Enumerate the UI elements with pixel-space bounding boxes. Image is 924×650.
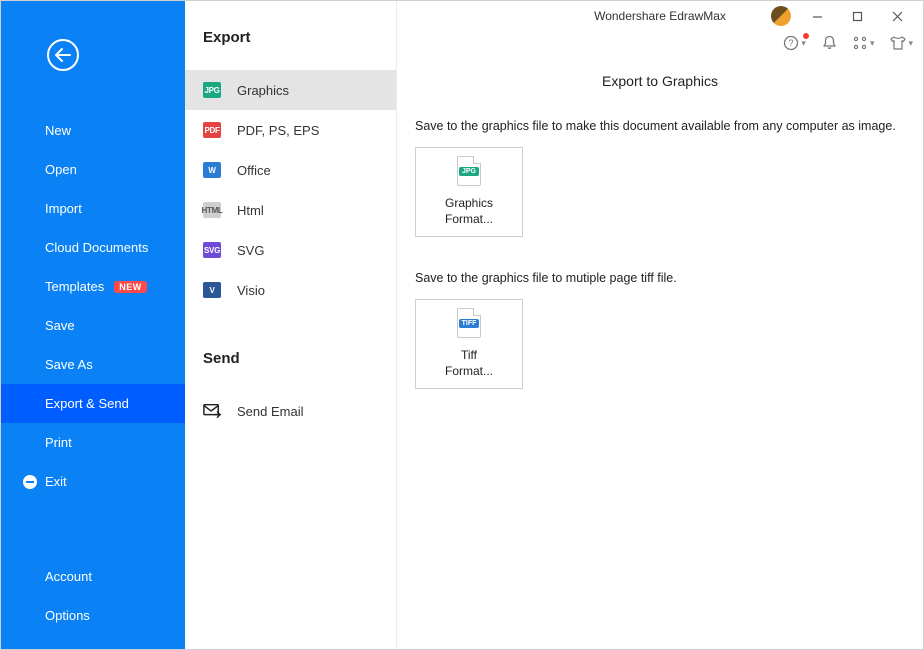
help-icon: ?	[783, 35, 799, 51]
window-controls	[771, 1, 917, 31]
app-title: Wondershare EdrawMax	[594, 9, 726, 23]
sidebar-spacer	[1, 501, 185, 557]
sidebar-label: Templates	[45, 279, 104, 294]
format-item-visio[interactable]: V Visio	[185, 270, 396, 310]
svg-text:?: ?	[789, 38, 794, 48]
secondary-toolbar: ? ▾ ▾	[783, 35, 913, 51]
jpg-icon: JPG	[203, 82, 221, 98]
html-icon: HTML	[203, 202, 221, 218]
close-button[interactable]	[877, 2, 917, 30]
sidebar-item-new[interactable]: New	[1, 111, 185, 150]
sidebar-label: Export & Send	[45, 396, 129, 411]
notification-dot	[803, 33, 809, 39]
sidebar-footer-group: Account Options	[1, 557, 185, 649]
sidebar-item-import[interactable]: Import	[1, 189, 185, 228]
sidebar-label: Account	[45, 569, 92, 584]
tshirt-icon	[890, 36, 906, 51]
new-badge: NEW	[114, 281, 147, 293]
app-window: New Open Import Cloud Documents Template…	[0, 0, 924, 650]
apps-button[interactable]: ▾	[853, 36, 875, 51]
exit-icon	[23, 475, 37, 489]
theme-button[interactable]: ▾	[890, 36, 913, 51]
apps-grid-icon	[853, 36, 868, 51]
format-label: SVG	[237, 243, 264, 258]
tile-label-line1: Graphics	[445, 196, 493, 210]
bell-icon	[822, 35, 837, 51]
sidebar-label: New	[45, 123, 71, 138]
minimize-button[interactable]	[797, 2, 837, 30]
sidebar: New Open Import Cloud Documents Template…	[1, 1, 185, 649]
visio-icon: V	[203, 282, 221, 298]
format-item-graphics[interactable]: JPG Graphics	[185, 70, 396, 110]
word-icon: W	[203, 162, 221, 178]
export-section-title: Export	[185, 1, 396, 70]
send-email-icon	[203, 403, 221, 419]
tiff-badge: TIFF	[459, 319, 480, 328]
sidebar-label: Import	[45, 201, 82, 216]
tile-tiff-format[interactable]: TIFF Tiff Format...	[415, 299, 523, 389]
format-item-office[interactable]: W Office	[185, 150, 396, 190]
close-icon	[892, 11, 903, 22]
back-button[interactable]	[47, 39, 79, 71]
tile-label-line2: Format...	[445, 212, 493, 226]
sidebar-item-exit[interactable]: Exit	[1, 462, 185, 501]
file-page-icon: JPG	[457, 156, 481, 186]
sidebar-main-group: New Open Import Cloud Documents Template…	[1, 111, 185, 501]
sidebar-label: Exit	[45, 474, 67, 489]
export-format-column: Export JPG Graphics PDF PDF, PS, EPS W O…	[185, 1, 397, 649]
sidebar-item-export-send[interactable]: Export & Send	[1, 384, 185, 423]
sidebar-item-save-as[interactable]: Save As	[1, 345, 185, 384]
sidebar-label: Options	[45, 608, 90, 623]
chevron-down-icon: ▾	[870, 38, 875, 49]
sidebar-label: Open	[45, 162, 77, 177]
format-label: Visio	[237, 283, 265, 298]
tile-label-line1: Tiff	[461, 348, 477, 362]
tile-graphics-format[interactable]: JPG Graphics Format...	[415, 147, 523, 237]
sidebar-item-options[interactable]: Options	[1, 596, 185, 635]
description-2: Save to the graphics file to mutiple pag…	[397, 237, 923, 299]
tile-label: Graphics Format...	[445, 196, 493, 227]
help-button[interactable]: ? ▾	[783, 35, 806, 51]
file-page-icon: TIFF	[457, 308, 481, 338]
sidebar-item-templates[interactable]: Templates NEW	[1, 267, 185, 306]
sidebar-item-print[interactable]: Print	[1, 423, 185, 462]
format-item-svg[interactable]: SVG SVG	[185, 230, 396, 270]
user-avatar[interactable]	[771, 6, 791, 26]
sidebar-label: Cloud Documents	[45, 240, 148, 255]
sidebar-label: Print	[45, 435, 72, 450]
format-label: PDF, PS, EPS	[237, 123, 319, 138]
send-section-title: Send	[185, 310, 396, 391]
tile-label: Tiff Format...	[445, 348, 493, 379]
maximize-button[interactable]	[837, 2, 877, 30]
svg-icon: SVG	[203, 242, 221, 258]
format-label: Html	[237, 203, 264, 218]
sidebar-item-account[interactable]: Account	[1, 557, 185, 596]
chevron-down-icon: ▾	[908, 38, 913, 49]
sidebar-label: Save	[45, 318, 75, 333]
tile-label-line2: Format...	[445, 364, 493, 378]
minimize-icon	[812, 11, 823, 22]
pdf-icon: PDF	[203, 122, 221, 138]
format-label: Office	[237, 163, 271, 178]
sidebar-item-save[interactable]: Save	[1, 306, 185, 345]
description-1: Save to the graphics file to make this d…	[397, 89, 923, 147]
titlebar: Wondershare EdrawMax	[397, 1, 923, 31]
chevron-down-icon: ▾	[801, 38, 806, 49]
send-item-email[interactable]: Send Email	[185, 391, 396, 431]
maximize-icon	[852, 11, 863, 22]
format-label: Graphics	[237, 83, 289, 98]
format-item-html[interactable]: HTML Html	[185, 190, 396, 230]
middle-spacer	[185, 431, 396, 649]
notifications-button[interactable]	[822, 35, 837, 51]
send-label: Send Email	[237, 404, 303, 419]
sidebar-item-open[interactable]: Open	[1, 150, 185, 189]
jpg-badge: JPG	[459, 167, 479, 176]
panel-title: Export to Graphics	[397, 73, 923, 89]
content-panel: Wondershare EdrawMax ?	[397, 1, 923, 649]
sidebar-label: Save As	[45, 357, 93, 372]
sidebar-item-cloud-documents[interactable]: Cloud Documents	[1, 228, 185, 267]
format-item-pdf[interactable]: PDF PDF, PS, EPS	[185, 110, 396, 150]
arrow-left-icon	[55, 48, 71, 62]
